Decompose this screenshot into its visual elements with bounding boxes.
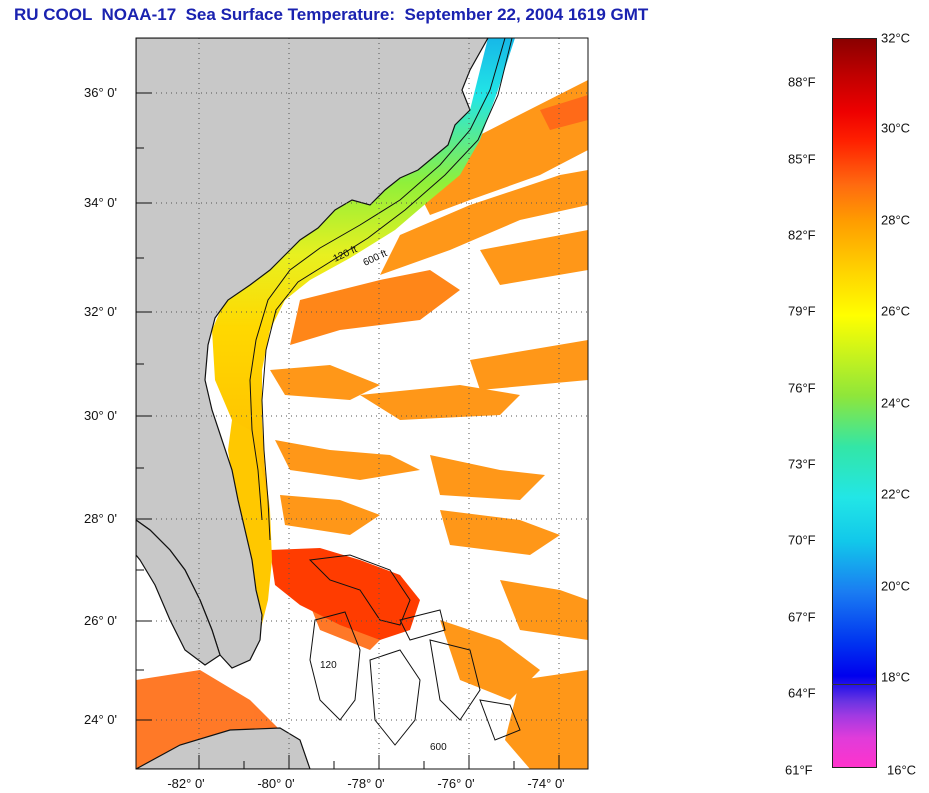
colorbar-f-76: 76°F	[788, 380, 816, 396]
lat-label-24: 24° 0'	[84, 712, 117, 727]
contour-label-600: 600	[430, 742, 447, 753]
lat-label-36: 36° 0'	[84, 85, 117, 100]
lon-label-82: -82° 0'	[167, 776, 205, 791]
colorbar-f-61: 61°F	[785, 762, 813, 778]
contour-label-120: 120	[320, 660, 337, 671]
colorbar-c-16: 16°C	[887, 762, 917, 778]
gulf-stream	[136, 80, 588, 769]
florida-shelf	[228, 420, 272, 640]
colorbar-c-30: 30°C	[881, 120, 911, 136]
lon-label-76: -76° 0'	[437, 776, 475, 791]
colorbar-c-22: 22°C	[881, 486, 911, 502]
lat-label-34: 34° 0'	[84, 195, 117, 210]
warm-core	[270, 548, 420, 640]
colorbar-c-18: 18°C	[881, 669, 911, 685]
colorbar-f-73: 73°F	[788, 456, 816, 472]
lon-label-78: -78° 0'	[347, 776, 385, 791]
map-frame	[135, 37, 589, 770]
cuba-coast	[136, 727, 311, 769]
colorbar-divider	[832, 684, 877, 685]
colorbar-c-28: 28°C	[881, 212, 911, 228]
colorbar-c-32: 32°C	[881, 30, 911, 46]
lon-label-80: -80° 0'	[257, 776, 295, 791]
colorbar-f-64: 64°F	[788, 685, 816, 701]
lat-label-30: 30° 0'	[84, 408, 117, 423]
colorbar-f-82: 82°F	[788, 227, 816, 243]
lat-label-26: 26° 0'	[84, 613, 117, 628]
colorbar-f-67: 67°F	[788, 609, 816, 625]
colorbar-c-26: 26°C	[881, 303, 911, 319]
isobath-contours	[249, 38, 513, 541]
colorbar-c-20: 20°C	[881, 578, 911, 594]
colorbar-c-24: 24°C	[881, 395, 911, 411]
lat-label-32: 32° 0'	[84, 304, 117, 319]
shelf-water	[212, 38, 515, 520]
lon-label-74: -74° 0'	[527, 776, 565, 791]
map-grid	[136, 38, 588, 769]
temperature-colorbar	[832, 38, 877, 768]
colorbar-f-85: 85°F	[788, 151, 816, 167]
colorbar-f-88: 88°F	[788, 74, 816, 90]
map-ticks	[136, 92, 560, 769]
lat-label-28: 28° 0'	[84, 511, 117, 526]
bahamas-contours	[308, 554, 521, 746]
colorbar-f-70: 70°F	[788, 532, 816, 548]
colorbar-f-79: 79°F	[788, 303, 816, 319]
page-title: RU COOL NOAA-17 Sea Surface Temperature:…	[14, 5, 649, 24]
